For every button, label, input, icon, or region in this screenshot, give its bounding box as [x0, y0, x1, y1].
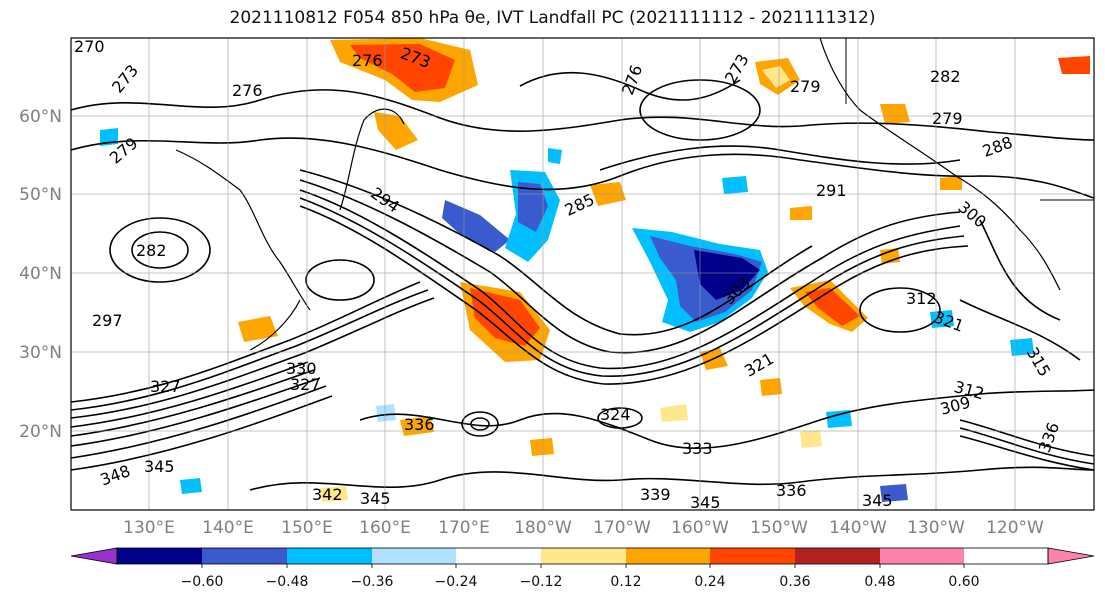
contour-label: 291 — [816, 181, 847, 200]
lat-label: 50°N — [19, 185, 62, 205]
colorbar-extend-min — [70, 547, 118, 565]
contour-label: 339 — [640, 485, 671, 504]
lon-label: 130°E — [123, 518, 175, 538]
contour-label: 336 — [776, 481, 807, 500]
contour-label: 270 — [74, 37, 105, 56]
contour-label: 279 — [932, 109, 963, 128]
colorbar-extend-max — [1047, 547, 1095, 565]
colorbar-segment — [795, 548, 880, 564]
colorbar-segment — [710, 548, 795, 564]
coastlines — [175, 38, 1094, 351]
lon-label: 160°E — [359, 518, 411, 538]
figure-title: 2021110812 F054 850 hPa θe, IVT Landfall… — [229, 8, 876, 28]
lat-label: 40°N — [19, 264, 62, 284]
contour-label: 282 — [136, 241, 167, 260]
colorbar-tick-label: −0.60 — [181, 574, 224, 590]
lat-label: 30°N — [19, 343, 62, 363]
contour-label: 312 — [906, 289, 937, 308]
contour-label: 333 — [682, 439, 713, 458]
colorbar-tick-label: −0.36 — [351, 574, 394, 590]
map-frame — [70, 37, 1095, 511]
colorbar-segment — [456, 548, 541, 564]
colorbar-tick-label: 0.60 — [948, 574, 979, 590]
colorbar-segment — [202, 548, 287, 564]
colorbar-tick-label: −0.24 — [435, 574, 478, 590]
colorbar-outline — [116, 547, 1049, 565]
contour-label: 297 — [92, 311, 123, 330]
lon-label: 180°W — [514, 518, 572, 538]
colorbar-tick-label: 0.12 — [610, 574, 641, 590]
colorbar-segment — [117, 548, 202, 564]
contour-label: 345 — [690, 493, 721, 512]
lon-label: 170°W — [593, 518, 651, 538]
lon-label: 160°W — [671, 518, 729, 538]
colorbar-ticks — [201, 564, 965, 568]
lat-label: 60°N — [19, 107, 62, 127]
latitude-labels: 20°N 30°N 40°N 50°N 60°N — [19, 107, 62, 442]
contour-label: 336 — [404, 415, 435, 434]
colorbar-segment — [541, 548, 626, 564]
lon-label: 150°E — [281, 518, 333, 538]
longitude-labels: 130°E 140°E 150°E 160°E 170°E 180°W 170°… — [123, 518, 1044, 538]
contour-label: 345 — [360, 489, 391, 508]
contour-label: 282 — [930, 67, 961, 86]
lon-label: 140°W — [829, 518, 887, 538]
contour-label: 342 — [312, 485, 343, 504]
lon-label: 150°W — [750, 518, 808, 538]
contour-label-layer: 270 273 279 276 276 273 276 273 279 282 … — [74, 37, 1063, 512]
colorbar-tick-labels: −0.60 −0.48 −0.36 −0.24 −0.12 0.12 0.24 … — [181, 574, 980, 590]
contour-label: 327 — [150, 377, 181, 396]
lon-label: 140°E — [202, 518, 254, 538]
contour-label: 327 — [290, 375, 321, 394]
contour-label: 324 — [600, 405, 631, 424]
contour-label: 276 — [232, 81, 263, 100]
colorbar-tick-label: 0.24 — [694, 574, 725, 590]
colorbar-tick-label: 0.36 — [779, 574, 810, 590]
lon-label: 120°W — [986, 518, 1044, 538]
theta-e-contours — [71, 71, 1094, 491]
colorbar-tick-label: 0.48 — [864, 574, 895, 590]
colorbar-tick-label: −0.12 — [520, 574, 563, 590]
colorbar-segment — [372, 548, 456, 564]
graticule — [71, 38, 1094, 510]
colorbar-segment — [287, 548, 372, 564]
contour-label: 330 — [286, 359, 317, 378]
contour-label: 345 — [144, 457, 175, 476]
colorbar-segment — [880, 548, 964, 564]
lon-label: 170°E — [438, 518, 490, 538]
lon-label: 130°W — [907, 518, 965, 538]
colorbar: −0.60 −0.48 −0.36 −0.24 −0.12 0.12 0.24 … — [70, 547, 1095, 590]
contour-label: 345 — [862, 491, 893, 510]
colorbar-tick-label: −0.48 — [266, 574, 309, 590]
contour-label: 276 — [352, 51, 383, 70]
lat-label: 20°N — [19, 422, 62, 442]
colorbar-segment — [626, 548, 710, 564]
contour-label: 279 — [790, 77, 821, 96]
